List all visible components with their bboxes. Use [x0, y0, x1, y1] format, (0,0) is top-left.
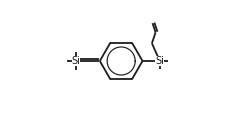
Text: Si: Si: [72, 56, 80, 66]
Text: Si: Si: [155, 56, 164, 66]
